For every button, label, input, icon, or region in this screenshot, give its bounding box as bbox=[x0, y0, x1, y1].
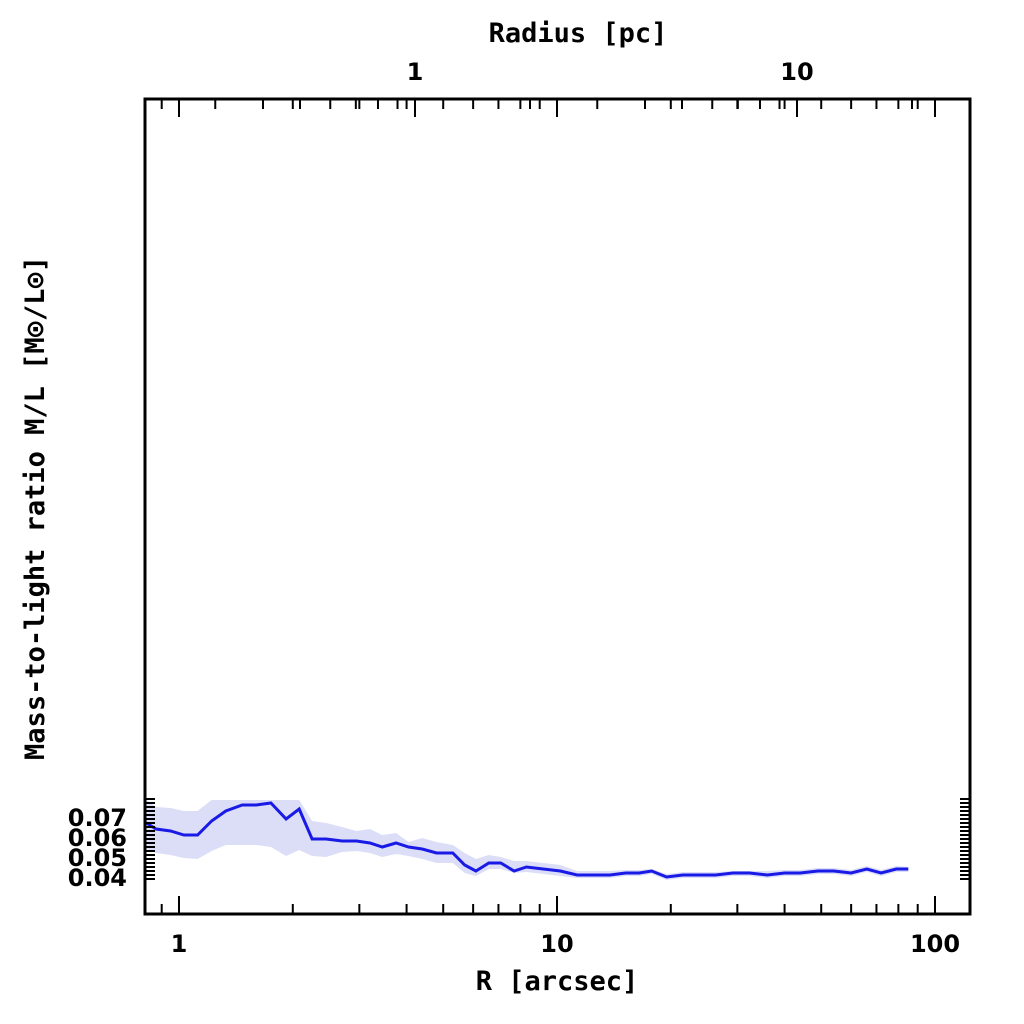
x-tick-label: 100 bbox=[910, 930, 960, 958]
y-tick-label: 0.05 bbox=[68, 844, 127, 872]
tick-labels: 1 10 100 1 10 0.040.050.060.07 bbox=[68, 58, 960, 958]
y-tick-label: 0.07 bbox=[68, 804, 127, 832]
plot-frame bbox=[143, 97, 972, 916]
series-line bbox=[145, 801, 909, 879]
y-axis-title: Mass-to-light ratio M/L [M⊙/L⊙] bbox=[20, 256, 51, 760]
y-tick-label: 0.04 bbox=[68, 864, 127, 892]
x-axis-title: R [arcsec] bbox=[476, 966, 639, 997]
y-tick-label: 0.06 bbox=[68, 824, 127, 852]
top-x-tick-label: 10 bbox=[780, 58, 813, 86]
tick-marks bbox=[145, 99, 970, 914]
top-x-tick-label: 1 bbox=[407, 58, 424, 86]
plot-area bbox=[145, 800, 909, 880]
x-tick-label: 10 bbox=[540, 930, 573, 958]
top-x-axis-title: Radius [pc] bbox=[489, 18, 668, 49]
x-tick-label: 1 bbox=[171, 930, 188, 958]
